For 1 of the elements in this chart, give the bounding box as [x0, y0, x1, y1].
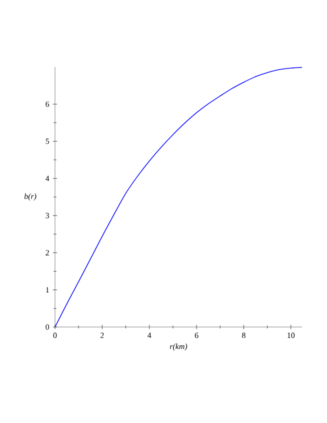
- line-series: [55, 67, 302, 327]
